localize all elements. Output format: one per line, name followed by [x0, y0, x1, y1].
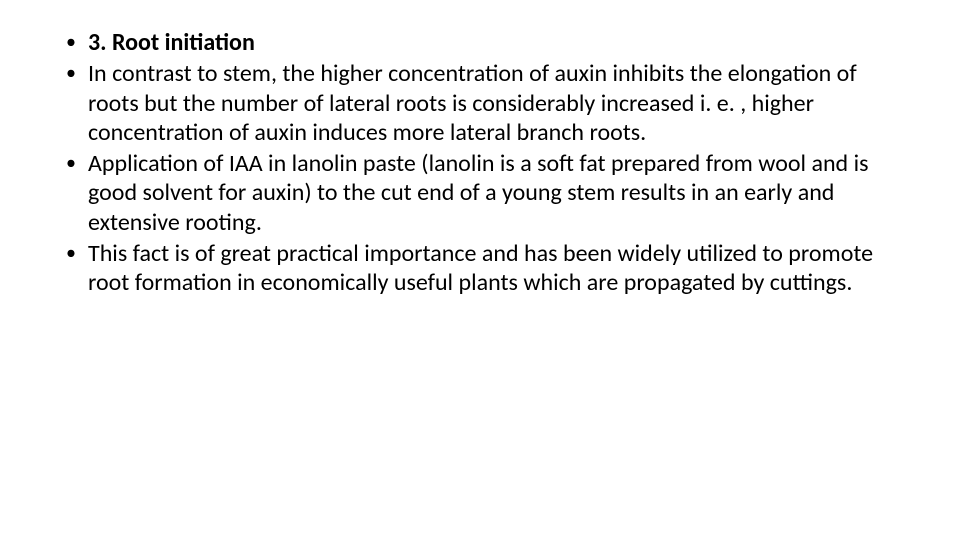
bullet-item: In contrast to stem, the higher concentr…	[60, 59, 900, 147]
bullet-item: Application of IAA in lanolin paste (lan…	[60, 149, 900, 237]
bullet-text: In contrast to stem, the higher concentr…	[88, 59, 857, 147]
bullet-text-title: 3. Root initiation	[88, 28, 255, 57]
slide: 3. Root initiation In contrast to stem, …	[0, 0, 960, 540]
bullet-list: 3. Root initiation In contrast to stem, …	[60, 28, 900, 297]
bullet-text: Application of IAA in lanolin paste (lan…	[88, 149, 868, 237]
bullet-text: This fact is of great practical importan…	[88, 239, 873, 297]
bullet-item: 3. Root initiation	[60, 28, 900, 57]
bullet-item: This fact is of great practical importan…	[60, 239, 900, 298]
